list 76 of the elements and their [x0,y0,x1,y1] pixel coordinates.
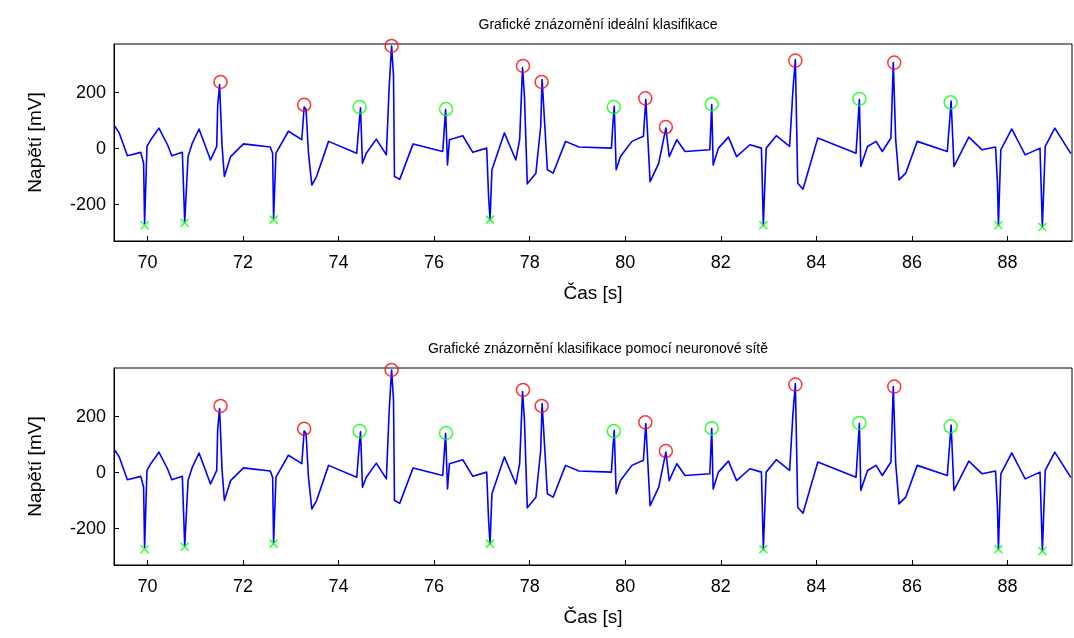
point [758,220,769,230]
point [296,97,312,113]
y-tick-label: 200 [75,405,106,426]
point [384,38,399,54]
x-axis-title: Čas [s] [563,282,623,303]
point [268,214,279,225]
point [268,538,279,549]
y-tick-label: 0 [95,462,106,483]
y-tick-label: -200 [69,194,106,215]
point [515,58,531,74]
y-tick-label: 200 [75,81,106,102]
x-tick-label: 76 [424,576,445,596]
point [704,420,719,436]
point [606,99,622,115]
x-tick-label: 80 [615,576,636,596]
x-tick-label: 74 [328,576,349,596]
point [438,101,454,117]
point [352,99,367,115]
point [788,53,803,68]
point [384,362,399,378]
x-tick-label: 76 [424,252,445,272]
point [213,398,228,414]
x-tick-label: 88 [997,252,1018,272]
point [758,544,769,554]
point [1037,222,1048,232]
x-tick-label: 72 [232,576,254,596]
point [704,96,719,112]
chart-title: Grafické znázornění klasifikace pomocí neuronové sítě [427,340,769,356]
x-tick-label: 80 [615,252,636,272]
point [213,74,228,90]
x-tick-label: 78 [519,252,540,272]
x-tick-label: 82 [710,576,731,596]
point [534,74,549,90]
x-tick-label: 72 [232,252,254,272]
point [658,119,674,135]
y-tick-label: 0 [95,138,106,159]
point [887,379,902,394]
y-tick-label: -200 [69,518,106,539]
point [485,538,495,549]
x-tick-label: 70 [137,576,158,596]
point [638,415,653,430]
point [179,541,190,552]
point [606,423,622,439]
point [485,214,495,225]
x-tick-label: 82 [710,252,731,272]
point [993,220,1004,230]
y-axis-title: Napětí [mV] [24,416,45,517]
point [943,95,958,110]
x-tick-label: 84 [806,576,827,596]
point [352,423,367,439]
point [638,91,653,106]
point [788,377,803,392]
point [296,421,312,437]
point [1037,546,1048,556]
x-tick-label: 86 [901,576,922,596]
point [852,415,867,431]
x-tick-label: 88 [997,576,1018,596]
x-tick-label: 86 [901,252,922,272]
point [943,419,958,434]
point [993,544,1004,554]
x-tick-label: 78 [519,576,540,596]
point [534,398,549,414]
x-axis-title: Čas [s] [563,606,623,627]
y-axis-title: Napětí [mV] [24,92,45,193]
point [852,91,867,107]
point [515,382,531,398]
point [179,217,190,228]
point [438,425,454,441]
x-tick-label: 70 [137,252,158,272]
x-tick-label: 74 [328,252,349,272]
point [139,544,150,554]
point [887,55,902,70]
x-tick-label: 84 [806,252,827,272]
point [658,443,674,459]
point [139,220,150,230]
chart-title: Grafické znázornění ideální klasifikace [478,16,718,32]
